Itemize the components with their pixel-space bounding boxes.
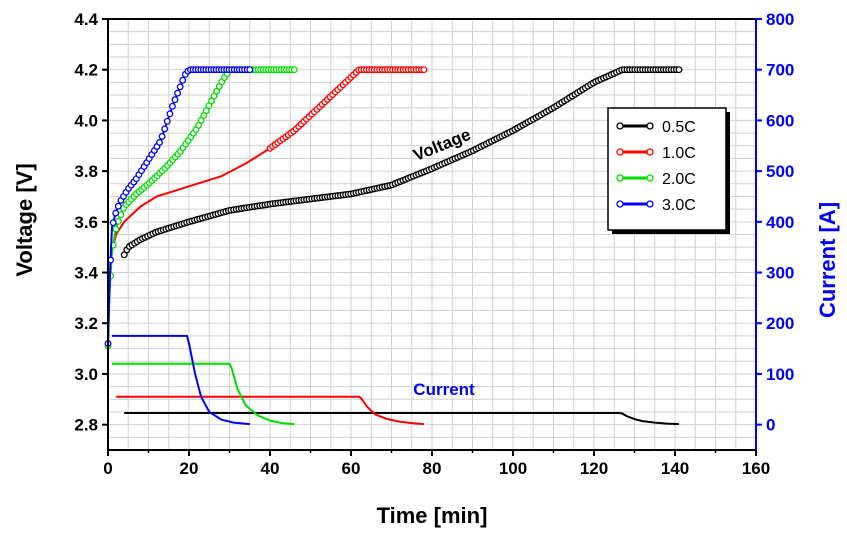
y-tick-label: 3.4	[74, 264, 98, 283]
current-line-1.0C	[116, 395, 424, 426]
current-line-3.0C	[112, 334, 250, 426]
data-point-3.0C	[158, 132, 166, 140]
legend-marker	[616, 200, 624, 208]
data-point-3.0C	[163, 117, 171, 125]
data-point-3.0C	[179, 76, 187, 84]
legend: 0.5C 1.0C 2.0C 3.0C	[607, 107, 730, 234]
data-point-3.0C	[171, 96, 179, 104]
x-tick-label: 100	[499, 459, 527, 478]
x-axis-title: Time [min]	[377, 503, 488, 528]
y2-tick-label: 600	[766, 111, 794, 130]
y2-axis-title: Current [A]	[815, 202, 840, 318]
data-point-1.0C	[420, 66, 428, 74]
legend-marker	[616, 174, 624, 182]
voltage-line-1.0C	[113, 68, 424, 243]
y-tick-label: 4.2	[74, 61, 98, 80]
data-point-3.0C	[168, 102, 176, 110]
legend-label-2.0C: 2.0C	[662, 171, 696, 188]
y-tick-label: 2.8	[74, 416, 98, 435]
data-point-3.0C	[112, 209, 120, 217]
data-point-3.0C	[174, 89, 182, 97]
legend-marker	[646, 148, 654, 156]
y-tick-label: 3.8	[74, 162, 98, 181]
data-point-2.0C	[290, 66, 298, 74]
voltage-series-group	[104, 66, 683, 350]
y2-tick-label: 300	[766, 264, 794, 283]
x-tick-label: 20	[180, 459, 199, 478]
voltage-annotation: Voltage	[411, 125, 474, 165]
y-axis-title: Voltage [V]	[12, 163, 37, 276]
legend-marker	[646, 200, 654, 208]
data-point-3.0C	[246, 66, 254, 74]
tick-labels: 0 20 40 60 80 100 120 140 160 2.8 3.0 3.2 3.4 3.6 3.8 4…	[74, 10, 794, 478]
data-point-0.5C	[675, 66, 683, 74]
y-tick-label: 3.0	[74, 365, 98, 384]
current-series-group	[112, 334, 680, 426]
y2-tick-label: 800	[766, 10, 794, 29]
y2-tick-label: 500	[766, 162, 794, 181]
legend-marker	[616, 122, 624, 130]
data-point-3.0C	[156, 138, 163, 146]
x-tick-label: 60	[342, 459, 361, 478]
legend-box	[607, 107, 727, 231]
current-line-2.0C	[112, 362, 295, 426]
legend-marker	[616, 148, 624, 156]
current-annotation: Current	[413, 380, 475, 399]
data-point-3.0C	[161, 125, 169, 133]
legend-label-0.5C: 0.5C	[662, 119, 696, 136]
x-tick-label: 140	[661, 459, 689, 478]
x-tick-label: 160	[742, 459, 770, 478]
voltage-line-3.0C	[107, 68, 250, 344]
y2-tick-label: 700	[766, 61, 794, 80]
x-tick-label: 80	[423, 459, 442, 478]
axes	[102, 18, 762, 456]
legend-marker	[646, 174, 654, 182]
data-point-3.0C	[166, 110, 174, 118]
y-tick-label: 4.0	[74, 111, 98, 130]
x-tick-label: 0	[103, 459, 112, 478]
y2-tick-label: 200	[766, 314, 794, 333]
data-point-2.0C	[112, 225, 120, 233]
x-tick-label: 120	[580, 459, 608, 478]
x-tick-label: 40	[261, 459, 280, 478]
data-point-3.0C	[176, 83, 184, 91]
legend-label-3.0C: 3.0C	[662, 197, 696, 214]
legend-label-1.0C: 1.0C	[662, 145, 696, 162]
y2-tick-label: 0	[766, 416, 775, 435]
current-line-0.5C	[124, 412, 680, 426]
legend-marker	[646, 122, 654, 130]
voltage-line-0.5C	[123, 68, 679, 256]
y2-tick-label: 400	[766, 213, 794, 232]
y-tick-label: 3.6	[74, 213, 98, 232]
y-tick-label: 3.2	[74, 314, 98, 333]
y-tick-label: 4.4	[74, 10, 98, 29]
data-point-3.0C	[114, 202, 122, 210]
data-point-3.0C	[109, 219, 117, 227]
y2-tick-label: 100	[766, 365, 794, 384]
